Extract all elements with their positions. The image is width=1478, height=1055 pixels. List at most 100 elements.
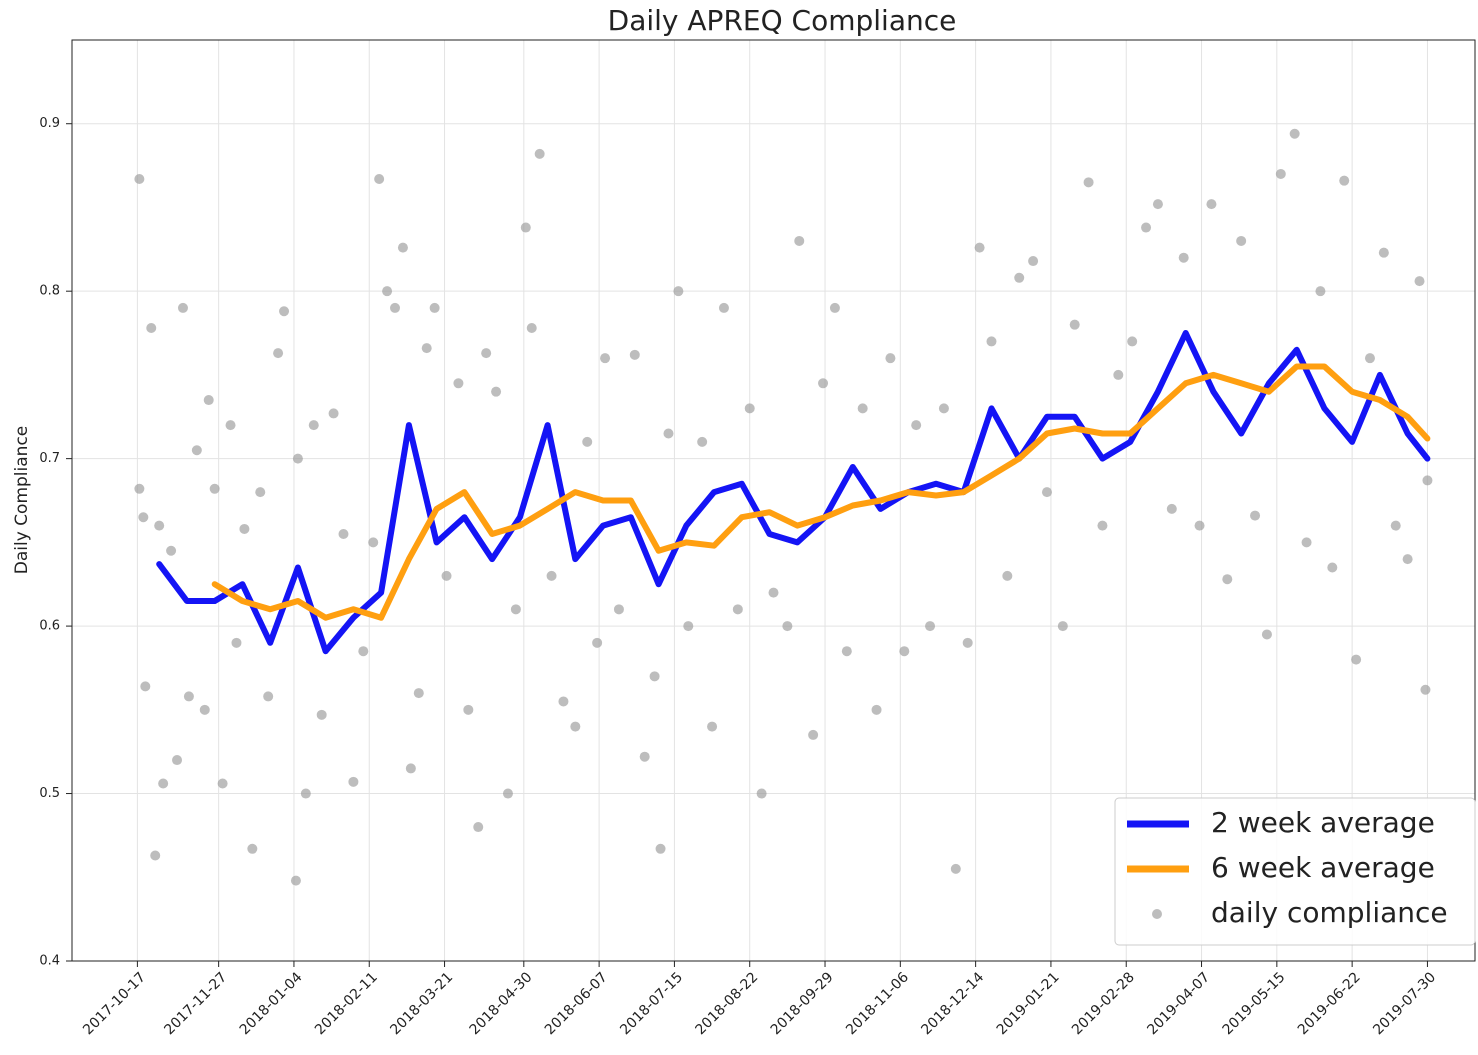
scatter-point xyxy=(203,395,214,406)
scatter-point xyxy=(1378,247,1389,258)
scatter-point xyxy=(231,637,242,648)
y-tick-label: 0.9 xyxy=(39,116,60,131)
scatter-point xyxy=(158,778,169,789)
scatter-point xyxy=(829,302,840,313)
scatter-point xyxy=(441,570,452,581)
scatter-point xyxy=(841,646,852,657)
scatter-point xyxy=(1002,570,1013,581)
scatter-point xyxy=(1041,487,1052,498)
scatter-point xyxy=(1275,168,1286,179)
scatter-point xyxy=(546,570,557,581)
scatter-point xyxy=(683,621,694,632)
x-tick-label: 2019-07-30 xyxy=(1370,969,1439,1038)
scatter-point xyxy=(1315,286,1326,297)
y-tick-label: 0.4 xyxy=(39,954,60,969)
scatter-point xyxy=(374,173,385,184)
scatter-point xyxy=(756,788,767,799)
scatter-point xyxy=(279,306,290,317)
x-tick-label: 2018-08-22 xyxy=(693,969,762,1038)
scatter-point xyxy=(857,403,868,414)
scatter-point xyxy=(899,646,910,657)
scatter-point xyxy=(950,863,961,874)
scatter-point xyxy=(140,681,151,692)
x-tick-label: 2018-03-21 xyxy=(387,969,456,1038)
scatter-point xyxy=(290,875,301,886)
scatter-point xyxy=(217,778,228,789)
y-tick-label: 0.6 xyxy=(39,619,60,634)
plot-marks xyxy=(134,128,1433,886)
x-tick-label: 2018-04-30 xyxy=(467,969,536,1038)
legend-marker xyxy=(1152,909,1162,919)
plot-frame xyxy=(71,39,1476,962)
scatter-point xyxy=(1351,654,1362,665)
scatter-point xyxy=(925,621,936,632)
scatter-point xyxy=(1402,554,1413,565)
scatter-point xyxy=(481,348,492,359)
scatter-point xyxy=(1014,272,1025,283)
scatter-point xyxy=(199,704,210,715)
scatter-point xyxy=(962,637,973,648)
scatter-point xyxy=(1127,336,1138,347)
scatter-point xyxy=(225,420,236,431)
x-tick-label: 2019-02-28 xyxy=(1069,969,1138,1038)
scatter-point xyxy=(166,545,177,556)
scatter-point xyxy=(1083,177,1094,188)
scatter-point xyxy=(273,348,284,359)
scatter-point xyxy=(808,729,819,740)
scatter-point xyxy=(871,704,882,715)
x-tick-label: 2018-09-29 xyxy=(768,969,837,1038)
x-tick-label: 2017-11-27 xyxy=(161,969,230,1038)
scatter-point xyxy=(382,286,393,297)
scatter-point xyxy=(209,483,220,494)
scatter-point xyxy=(718,302,729,313)
scatter-point xyxy=(1261,629,1272,640)
scatter-point xyxy=(348,776,359,787)
chart-title: Daily APREQ Compliance xyxy=(608,4,957,37)
legend-box xyxy=(1114,797,1476,946)
scatter-point xyxy=(146,323,157,334)
scatter-point xyxy=(473,822,484,833)
scatter-point xyxy=(247,843,258,854)
scatter-point xyxy=(463,704,474,715)
scatter-point xyxy=(1422,475,1433,486)
scatter-point xyxy=(558,696,569,707)
scatter-point xyxy=(134,483,145,494)
scatter-point xyxy=(338,528,349,539)
scatter-point xyxy=(582,436,593,447)
scatter-point xyxy=(1327,562,1338,573)
scatter-point xyxy=(191,445,202,456)
scatter-point xyxy=(358,646,369,657)
scatter-point xyxy=(263,691,274,702)
scatter-point xyxy=(172,755,183,766)
line-series xyxy=(156,330,1431,655)
scatter-point xyxy=(938,403,949,414)
scatter-point xyxy=(183,691,194,702)
scatter-point xyxy=(255,487,266,498)
scatter-point xyxy=(768,587,779,598)
scatter-point xyxy=(1236,235,1247,246)
scatter-point xyxy=(911,420,922,431)
scatter-point xyxy=(1194,520,1205,531)
x-tick-label: 2018-07-15 xyxy=(617,969,686,1038)
scatter-point xyxy=(663,428,674,439)
scatter-point xyxy=(534,148,545,159)
scatter-point xyxy=(405,763,416,774)
scatter-point xyxy=(1289,128,1300,139)
scatter-point xyxy=(1222,574,1233,585)
scatter-point xyxy=(818,378,829,389)
x-tick-label: 2018-02-11 xyxy=(312,969,381,1038)
scatter-point xyxy=(655,843,666,854)
scatter-point xyxy=(794,235,805,246)
scatter-point xyxy=(368,537,379,548)
y-tick-label: 0.7 xyxy=(39,451,60,466)
scatter-point xyxy=(413,688,424,699)
scatter-point xyxy=(397,242,408,253)
scatter-point xyxy=(1141,222,1152,233)
x-tick-label: 2019-01-21 xyxy=(994,969,1063,1038)
legend-label: 6 week average xyxy=(1211,851,1435,884)
x-tick-label: 2019-06-22 xyxy=(1295,969,1364,1038)
scatter-point xyxy=(1390,520,1401,531)
x-tick-label: 2017-10-17 xyxy=(80,969,149,1038)
